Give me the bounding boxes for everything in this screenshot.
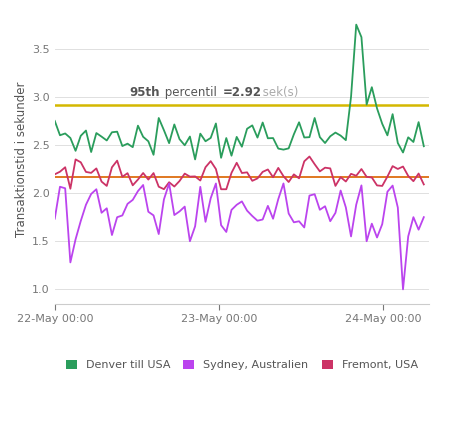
Text: 95th: 95th [130, 86, 160, 99]
Text: sek(s): sek(s) [259, 86, 298, 99]
Text: =2.92: =2.92 [223, 86, 262, 99]
Legend: Denver till USA, Sydney, Australien, Fremont, USA: Denver till USA, Sydney, Australien, Fre… [61, 356, 423, 375]
Text: percentil: percentil [162, 86, 217, 99]
Y-axis label: Transaktionstid i sekunder: Transaktionstid i sekunder [15, 82, 28, 237]
